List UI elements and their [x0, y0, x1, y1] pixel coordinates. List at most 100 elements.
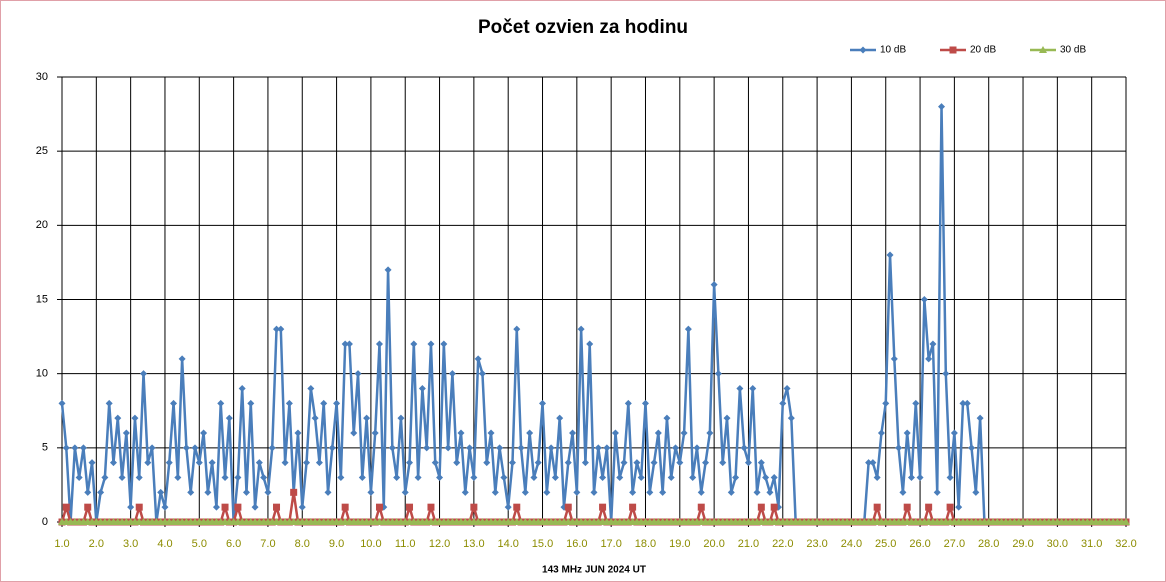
point [466, 444, 474, 452]
x-tick-label: 11.0 [395, 538, 416, 550]
point [938, 103, 946, 111]
point [62, 503, 70, 511]
legend-label: 30 dB [1060, 45, 1086, 56]
point [873, 474, 881, 481]
point [551, 474, 559, 481]
point [624, 399, 632, 407]
x-tick-label: 24.0 [841, 538, 862, 550]
point [869, 459, 877, 467]
point [324, 488, 332, 496]
point [208, 459, 216, 467]
point [719, 459, 727, 467]
point [895, 444, 903, 452]
x-tick-label: 6.0 [226, 538, 241, 550]
point [178, 355, 186, 363]
point [427, 503, 435, 511]
point [547, 444, 555, 452]
point [461, 488, 469, 496]
point [950, 429, 958, 437]
point [264, 488, 272, 496]
point [311, 414, 319, 422]
point [303, 459, 311, 467]
y-tick-label: 10 [36, 368, 48, 380]
point [573, 488, 581, 496]
y-tick-label: 20 [36, 219, 48, 231]
point [483, 459, 491, 467]
point [247, 399, 255, 407]
point [105, 399, 113, 407]
point [513, 325, 521, 333]
point [500, 474, 508, 481]
point [174, 474, 182, 481]
point [521, 488, 529, 496]
x-tick-label: 27.0 [944, 538, 965, 550]
x-tick-label: 25.0 [875, 538, 896, 550]
x-tick-label: 20.0 [703, 538, 724, 550]
point [710, 281, 718, 289]
x-tick-label: 21.0 [738, 538, 759, 550]
point [384, 266, 392, 274]
point [629, 488, 637, 496]
point [491, 488, 499, 496]
x-tick-label: 31.0 [1081, 538, 1102, 550]
y-tick-label: 0 [42, 516, 48, 528]
point [118, 474, 126, 481]
point [955, 503, 963, 511]
point [968, 444, 976, 452]
point [723, 414, 731, 422]
point [371, 429, 379, 437]
point [676, 459, 684, 467]
legend-marker [859, 46, 867, 54]
point [410, 340, 418, 348]
point [599, 474, 607, 481]
point [436, 474, 444, 481]
point [358, 474, 366, 481]
point [749, 385, 757, 392]
point [75, 474, 83, 481]
point [367, 488, 375, 496]
x-tick-label: 10.0 [360, 538, 381, 550]
point [470, 474, 478, 481]
point [946, 503, 954, 511]
point [689, 474, 697, 481]
x-tick-label: 5.0 [192, 538, 207, 550]
point [577, 325, 585, 333]
point [144, 459, 152, 467]
point [697, 488, 705, 496]
point [273, 503, 281, 511]
point [744, 459, 752, 467]
point [543, 488, 551, 496]
point [273, 325, 281, 333]
point [375, 340, 383, 348]
point [641, 399, 649, 407]
point [783, 385, 791, 392]
point [907, 474, 915, 481]
point [697, 503, 705, 511]
legend-marker [949, 46, 957, 54]
point [564, 459, 572, 467]
x-tick-label: 26.0 [909, 538, 930, 550]
point [135, 474, 143, 481]
x-tick-label: 7.0 [260, 538, 275, 550]
point [508, 459, 516, 467]
point [487, 429, 495, 437]
point [204, 488, 212, 496]
point [654, 429, 662, 437]
point [779, 399, 787, 407]
point [242, 488, 250, 496]
point [122, 429, 130, 437]
point [504, 503, 512, 511]
point [912, 399, 920, 407]
point [727, 488, 735, 496]
point [916, 474, 924, 481]
point [58, 399, 66, 407]
point [448, 370, 456, 378]
point [337, 474, 345, 481]
point [375, 503, 383, 511]
point [470, 503, 478, 511]
x-tick-label: 4.0 [157, 538, 172, 550]
x-tick-label: 3.0 [123, 538, 138, 550]
x-tick-label: 22.0 [772, 538, 793, 550]
